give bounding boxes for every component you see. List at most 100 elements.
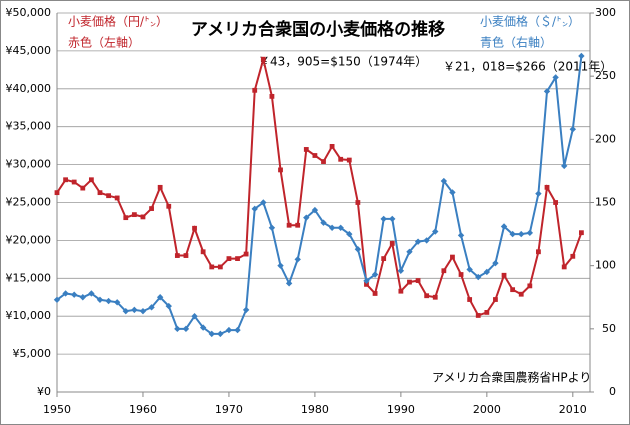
point bbox=[79, 294, 86, 301]
point bbox=[166, 203, 172, 209]
point bbox=[294, 256, 301, 263]
point bbox=[493, 297, 498, 302]
point bbox=[209, 264, 215, 270]
point bbox=[338, 156, 344, 162]
point bbox=[235, 256, 240, 261]
point bbox=[123, 215, 129, 221]
point bbox=[363, 277, 370, 285]
point bbox=[251, 205, 258, 213]
point bbox=[570, 253, 576, 259]
point bbox=[320, 219, 327, 226]
point bbox=[312, 153, 318, 158]
point bbox=[148, 304, 155, 311]
point bbox=[432, 294, 438, 300]
point bbox=[475, 313, 481, 318]
point bbox=[174, 325, 181, 333]
legend-label: 小麦価格（円/㌧） bbox=[68, 14, 168, 29]
y-tick-label: ¥25,000 bbox=[6, 196, 52, 209]
y2-tick-label: 50 bbox=[602, 322, 616, 335]
point bbox=[140, 214, 146, 220]
point bbox=[492, 259, 499, 267]
point bbox=[337, 224, 344, 231]
point bbox=[192, 225, 197, 231]
point bbox=[414, 238, 422, 245]
point bbox=[544, 184, 550, 190]
point bbox=[346, 230, 353, 238]
point bbox=[364, 281, 369, 287]
y-tick-label: ¥50,000 bbox=[6, 6, 52, 19]
legend-note: 赤色（左軸） bbox=[68, 35, 140, 50]
point bbox=[501, 272, 507, 278]
point bbox=[174, 253, 180, 258]
point bbox=[157, 184, 163, 190]
point bbox=[449, 189, 456, 196]
point bbox=[183, 253, 189, 258]
point bbox=[88, 290, 95, 297]
point bbox=[424, 293, 430, 299]
point bbox=[423, 237, 430, 244]
point bbox=[441, 268, 447, 274]
point bbox=[252, 87, 258, 93]
point bbox=[346, 157, 352, 163]
point bbox=[579, 230, 584, 236]
point bbox=[467, 297, 473, 302]
x-tick-label: 2000 bbox=[473, 403, 501, 416]
point bbox=[131, 306, 138, 314]
point bbox=[199, 324, 207, 331]
point bbox=[440, 177, 448, 185]
point bbox=[286, 222, 292, 228]
y2-tick-label: 300 bbox=[595, 6, 616, 19]
point bbox=[243, 251, 249, 257]
point bbox=[321, 159, 326, 164]
y-tick-label: ¥0 bbox=[37, 385, 51, 398]
point bbox=[381, 256, 387, 261]
point bbox=[139, 307, 147, 315]
point bbox=[285, 280, 293, 287]
point bbox=[260, 199, 267, 206]
point bbox=[113, 299, 121, 306]
x-tick-label: 1970 bbox=[215, 403, 243, 416]
y-tick-label: ¥30,000 bbox=[6, 158, 52, 171]
annotation: ￥43，905=$150（1974年） bbox=[258, 55, 427, 69]
point bbox=[88, 177, 94, 183]
point bbox=[536, 249, 541, 255]
point bbox=[131, 212, 137, 218]
legend-note: 青色（右軸） bbox=[480, 35, 552, 50]
point bbox=[372, 291, 378, 296]
point bbox=[398, 288, 404, 294]
legend-label: 小麦価格（＄/㌧） bbox=[480, 14, 580, 29]
point bbox=[226, 256, 232, 261]
point bbox=[71, 179, 77, 185]
point bbox=[303, 147, 309, 152]
point bbox=[518, 230, 525, 238]
point bbox=[406, 248, 413, 255]
point bbox=[156, 294, 164, 301]
point bbox=[122, 307, 129, 315]
point bbox=[149, 206, 154, 211]
point bbox=[578, 52, 585, 60]
point bbox=[63, 177, 68, 183]
point bbox=[105, 297, 112, 305]
y2-tick-label: 250 bbox=[595, 69, 616, 82]
point bbox=[295, 222, 301, 228]
x-tick-label: 1980 bbox=[301, 403, 329, 416]
point bbox=[561, 162, 568, 170]
point bbox=[484, 310, 490, 315]
point bbox=[407, 279, 412, 285]
point bbox=[277, 262, 284, 269]
point bbox=[355, 200, 361, 205]
y-tick-label: ¥20,000 bbox=[6, 233, 52, 246]
point bbox=[475, 273, 482, 281]
y-tick-label: ¥40,000 bbox=[6, 82, 52, 95]
point bbox=[371, 271, 379, 278]
y-tick-label: ¥45,000 bbox=[6, 44, 52, 57]
y-tick-label: ¥15,000 bbox=[6, 271, 52, 284]
point bbox=[62, 290, 69, 297]
x-tick-label: 1960 bbox=[129, 403, 157, 416]
point bbox=[466, 266, 473, 273]
y-tick-label: ¥10,000 bbox=[6, 309, 52, 322]
point bbox=[269, 93, 275, 99]
point bbox=[114, 195, 120, 201]
x-tick-label: 2010 bbox=[559, 403, 587, 416]
point bbox=[397, 267, 405, 274]
